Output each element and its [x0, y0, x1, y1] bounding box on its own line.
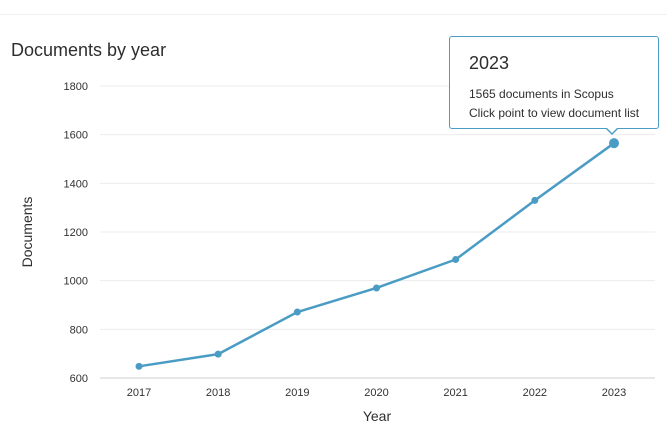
- data-point-tooltip: 2023 1565 documents in Scopus Click poin…: [449, 36, 659, 129]
- top-divider: [0, 14, 667, 15]
- x-tick-2020: 2020: [364, 387, 388, 399]
- y-tick-1200: 1200: [64, 227, 88, 239]
- series-documents: [135, 138, 619, 370]
- data-point-2023[interactable]: [609, 138, 619, 149]
- x-tick-2019: 2019: [285, 387, 309, 399]
- y-tick-1600: 1600: [64, 130, 88, 142]
- x-tick-labels: 2017 2018 2019 2020 2021 2022 2023: [127, 387, 626, 399]
- tooltip-hint: Click point to view document list: [469, 106, 640, 120]
- tooltip-count: 1565 documents in Scopus: [469, 87, 614, 101]
- grid-lines: [100, 85, 655, 379]
- data-point-2022[interactable]: [531, 196, 539, 204]
- y-tick-1000: 1000: [64, 276, 88, 288]
- x-tick-2022: 2022: [523, 387, 547, 399]
- series-line: [138, 142, 615, 368]
- y-tick-600: 600: [70, 373, 88, 385]
- y-tick-1400: 1400: [64, 178, 88, 190]
- y-tick-800: 800: [70, 324, 88, 336]
- data-point-2020[interactable]: [373, 284, 380, 292]
- x-tick-2023: 2023: [602, 387, 626, 399]
- x-axis-title: Year: [363, 408, 392, 424]
- x-tick-2018: 2018: [206, 387, 230, 399]
- data-point-2018[interactable]: [214, 350, 222, 358]
- tooltip-pointer: [605, 127, 619, 135]
- data-point-2019[interactable]: [293, 308, 301, 316]
- data-point-2021[interactable]: [452, 255, 460, 263]
- y-tick-1800: 1800: [64, 81, 88, 93]
- y-tick-labels: 600 800 1000 1200 1400 1600 1800: [64, 81, 88, 385]
- data-point-2017[interactable]: [135, 362, 143, 370]
- y-axis-title: Documents: [19, 197, 35, 268]
- x-tick-2017: 2017: [127, 387, 151, 399]
- chart-title: Documents by year: [11, 40, 167, 60]
- x-tick-2021: 2021: [443, 387, 467, 399]
- tooltip-title: 2023: [469, 53, 510, 73]
